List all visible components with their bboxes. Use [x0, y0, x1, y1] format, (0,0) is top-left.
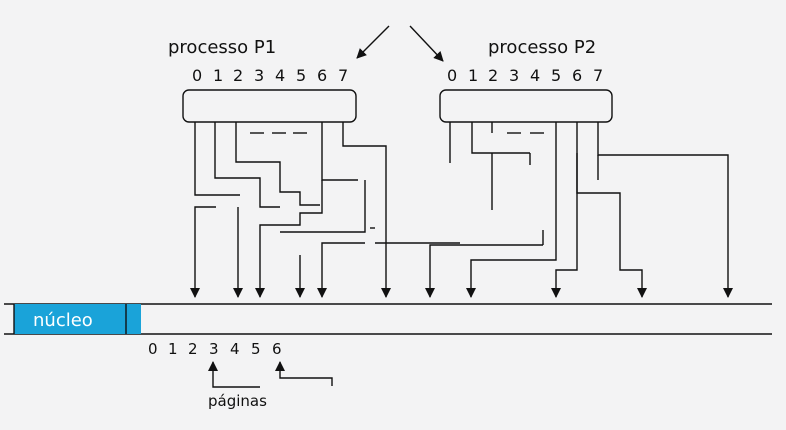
page-table-p2 — [439, 89, 613, 123]
p2-index: 7 — [593, 66, 603, 85]
pages-label: páginas — [208, 392, 267, 410]
p2-entry-5-line — [466, 122, 557, 298]
p2-frag-b — [551, 193, 578, 298]
p2-index: 5 — [551, 66, 561, 85]
p2-frag-d — [425, 244, 543, 298]
process-p2-indices: 0 1 2 3 4 5 6 7 — [447, 66, 603, 85]
p1-mapping-lines — [190, 122, 391, 298]
p2-index: 0 — [447, 66, 457, 85]
p2-index: 3 — [509, 66, 519, 85]
p2-entry-6-line — [576, 122, 647, 298]
p2-index: 2 — [488, 66, 498, 85]
kernel-area — [14, 304, 141, 334]
p2-index: 4 — [530, 66, 540, 85]
kernel-label: núcleo — [33, 310, 93, 331]
page-index: 3 — [209, 340, 219, 358]
p1-index: 0 — [192, 66, 202, 85]
incoming-arrows — [356, 25, 444, 62]
p1-frag-a — [255, 180, 323, 298]
physical-page-indices: 0 1 2 3 4 5 6 — [148, 340, 282, 358]
pages-pointer — [208, 361, 333, 388]
p1-frag-d — [280, 180, 366, 233]
p1-entry-1-line — [214, 122, 280, 208]
p2-entry-7-line — [597, 122, 733, 298]
p1-entry-7-line — [342, 122, 391, 298]
p1-frag-f — [317, 242, 365, 298]
process-p2-label: processo P2 — [488, 37, 596, 58]
p1-index: 3 — [254, 66, 264, 85]
process-p1-label: processo P1 — [168, 37, 276, 58]
p1-index: 4 — [275, 66, 285, 85]
page-table-p1 — [182, 89, 357, 123]
page-index: 6 — [272, 340, 282, 358]
p1-index: 7 — [338, 66, 348, 85]
p1-index: 6 — [317, 66, 327, 85]
p2-entry-1-line — [471, 122, 530, 154]
p1-entry-6-line — [321, 122, 358, 181]
p2-index: 1 — [468, 66, 478, 85]
pointer-to-page-6 — [275, 361, 333, 386]
physical-memory: núcleo — [4, 303, 772, 335]
p1-index: 5 — [296, 66, 306, 85]
pointer-to-page-3 — [208, 361, 260, 388]
page-index: 2 — [188, 340, 198, 358]
p2-mapping-lines — [375, 122, 733, 298]
p1-frag-c — [190, 206, 216, 298]
arrow-to-p2 — [409, 25, 444, 62]
page-index: 5 — [251, 340, 261, 358]
p1-entry-0-line — [194, 122, 240, 196]
p2-index: 6 — [572, 66, 582, 85]
p1-index: 1 — [213, 66, 223, 85]
p1-entry-2-line — [235, 122, 320, 206]
page-index: 0 — [148, 340, 158, 358]
arrow-to-p1 — [356, 25, 390, 59]
process-p1-indices: 0 1 2 3 4 5 6 7 — [192, 66, 348, 85]
p1-index: 2 — [233, 66, 243, 85]
page-index: 1 — [168, 340, 178, 358]
page-index: 4 — [230, 340, 240, 358]
